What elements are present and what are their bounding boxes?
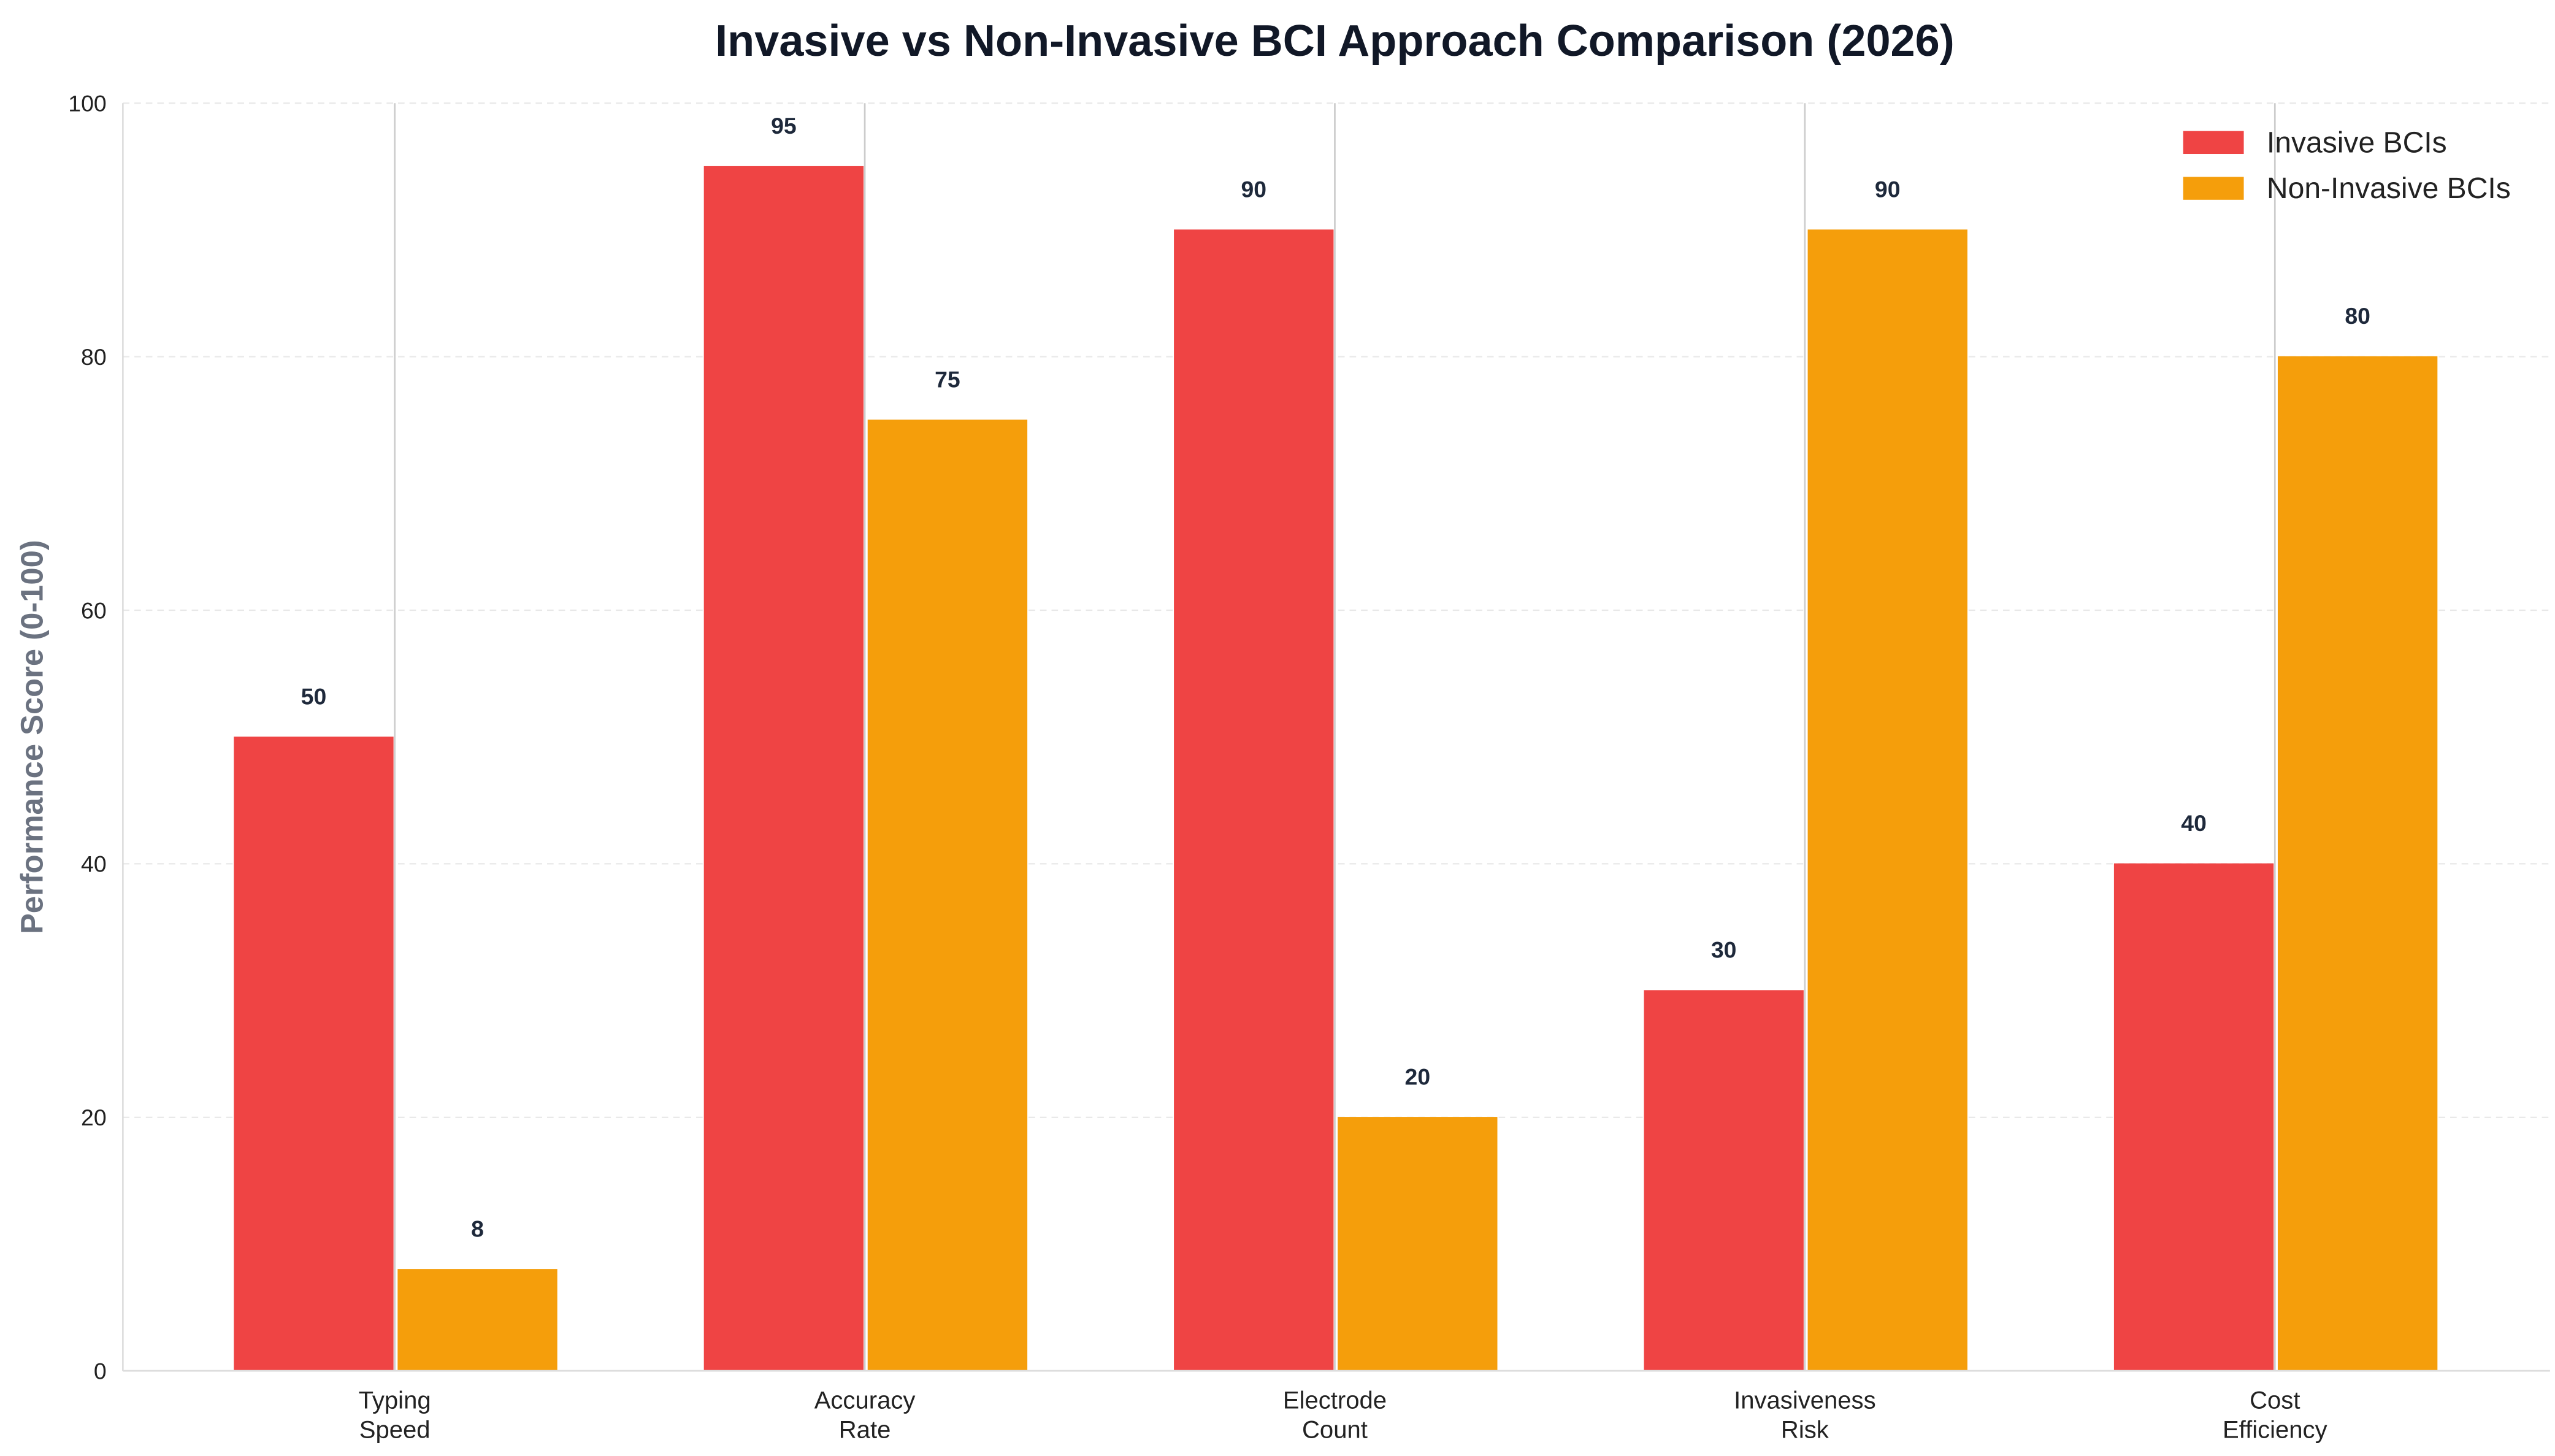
data-label: 40 — [2181, 810, 2207, 836]
x-tick-label: Rate — [839, 1417, 891, 1444]
bar-invasive — [1644, 990, 1804, 1371]
legend: Invasive BCIs Non-Invasive BCIs — [2183, 126, 2511, 205]
x-tick-label: Cost — [2250, 1387, 2300, 1414]
y-tick-label: 100 — [68, 91, 106, 117]
axes — [122, 103, 2550, 1372]
legend-swatch — [2183, 131, 2244, 155]
legend-label: Non-Invasive BCIs — [2267, 172, 2511, 205]
data-label: 80 — [2345, 303, 2370, 329]
data-label: 90 — [1875, 177, 1901, 202]
data-label: 20 — [1405, 1063, 1431, 1089]
data-label: 90 — [1241, 177, 1266, 202]
x-tick-label: Electrode — [1283, 1387, 1387, 1414]
x-tick-label: Risk — [1781, 1417, 1829, 1444]
chart-title: Invasive vs Non-Invasive BCI Approach Co… — [715, 17, 1955, 66]
x-tick-label: Count — [1302, 1417, 1368, 1444]
data-labels: 50 95 90 30 40 8 75 20 90 80 — [301, 113, 2370, 1241]
x-tick-label: Invasiveness — [1734, 1387, 1876, 1414]
x-tick-label: Typing — [359, 1387, 431, 1414]
y-axis-label: Performance Score (0-100) — [15, 540, 50, 934]
x-tick-label: Accuracy — [814, 1387, 916, 1414]
bars — [234, 166, 2438, 1371]
y-tick-label: 80 — [81, 344, 107, 370]
data-label: 75 — [935, 367, 960, 393]
x-tick-label: Efficiency — [2223, 1417, 2327, 1444]
data-label: 30 — [1711, 937, 1737, 963]
bar-non-invasive — [1338, 1117, 1498, 1371]
bar-invasive — [703, 166, 864, 1371]
bar-invasive — [1174, 229, 1334, 1371]
bar-non-invasive — [867, 420, 1028, 1371]
bar-non-invasive — [2277, 356, 2438, 1371]
bar-invasive — [2113, 863, 2274, 1371]
ticks: 0 20 40 60 80 100 Typing Speed Accuracy Rate Elect… — [68, 91, 2327, 1444]
y-tick-label: 60 — [81, 597, 107, 623]
data-label: 95 — [771, 113, 797, 139]
bar-non-invasive — [397, 1269, 557, 1371]
y-tick-label: 0 — [94, 1358, 107, 1384]
y-tick-label: 20 — [81, 1105, 107, 1130]
x-tick-label: Speed — [359, 1417, 431, 1444]
legend-label: Invasive BCIs — [2267, 126, 2447, 159]
data-label: 8 — [471, 1216, 484, 1241]
bar-non-invasive — [1807, 229, 1967, 1371]
bar-invasive — [234, 737, 394, 1371]
legend-swatch — [2183, 177, 2244, 200]
y-tick-label: 40 — [81, 851, 107, 877]
data-label: 50 — [301, 683, 327, 709]
